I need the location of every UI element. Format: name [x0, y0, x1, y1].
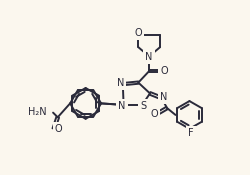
Text: N: N	[160, 92, 167, 102]
Text: N: N	[118, 101, 125, 111]
Text: O: O	[54, 124, 62, 134]
Text: N: N	[145, 52, 152, 62]
Text: F: F	[188, 128, 193, 138]
Text: N: N	[116, 78, 124, 88]
Text: S: S	[139, 101, 145, 111]
Text: O: O	[160, 66, 167, 76]
Text: H₂N: H₂N	[28, 107, 47, 117]
Text: O: O	[150, 109, 158, 119]
Text: O: O	[134, 28, 141, 38]
